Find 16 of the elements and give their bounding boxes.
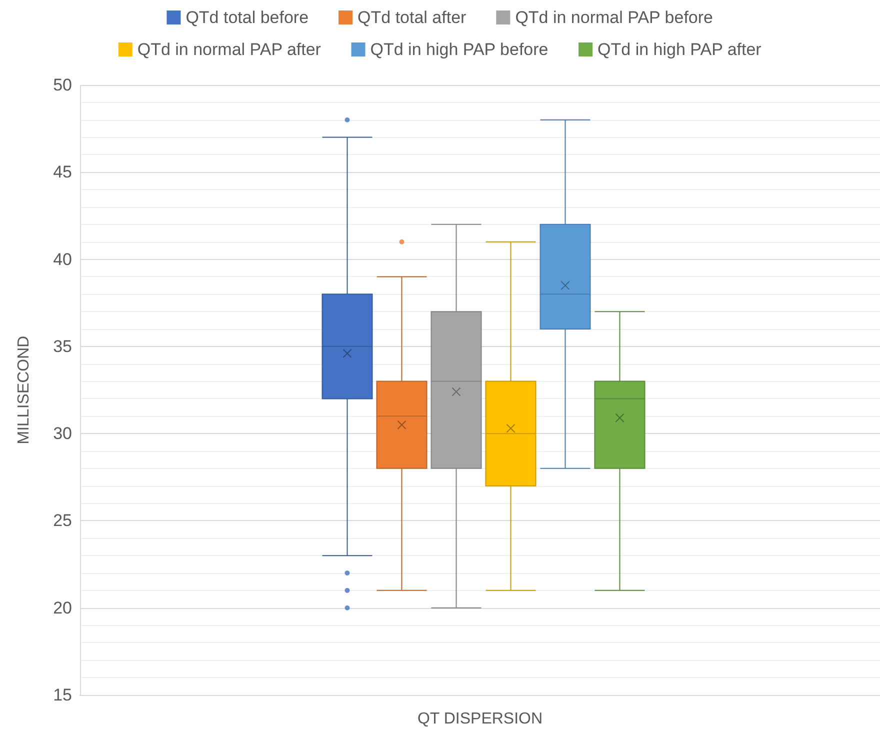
y-tick-label: 30 [53,424,72,444]
y-tick-label: 25 [53,511,72,530]
y-tick-label: 50 [53,76,72,94]
legend-label: QTd total before [186,8,309,27]
x-tick-label: QT DISPERSION [417,710,543,728]
y-tick-label: 35 [53,336,72,356]
y-tick-label: 45 [53,162,72,182]
legend-label: QTd total after [358,8,467,27]
y-axis-title: MILLISECOND [16,336,32,444]
y-tick-label: 20 [53,598,72,618]
y-tick-label: 15 [53,686,72,704]
legend-label: QTd in high PAP before [370,40,548,59]
y-tick-label: 40 [53,250,72,269]
legend-label: QTd in high PAP after [598,40,762,59]
legend-label: QTd in normal PAP after [137,40,322,59]
legend-label: QTd in normal PAP before [515,8,714,27]
